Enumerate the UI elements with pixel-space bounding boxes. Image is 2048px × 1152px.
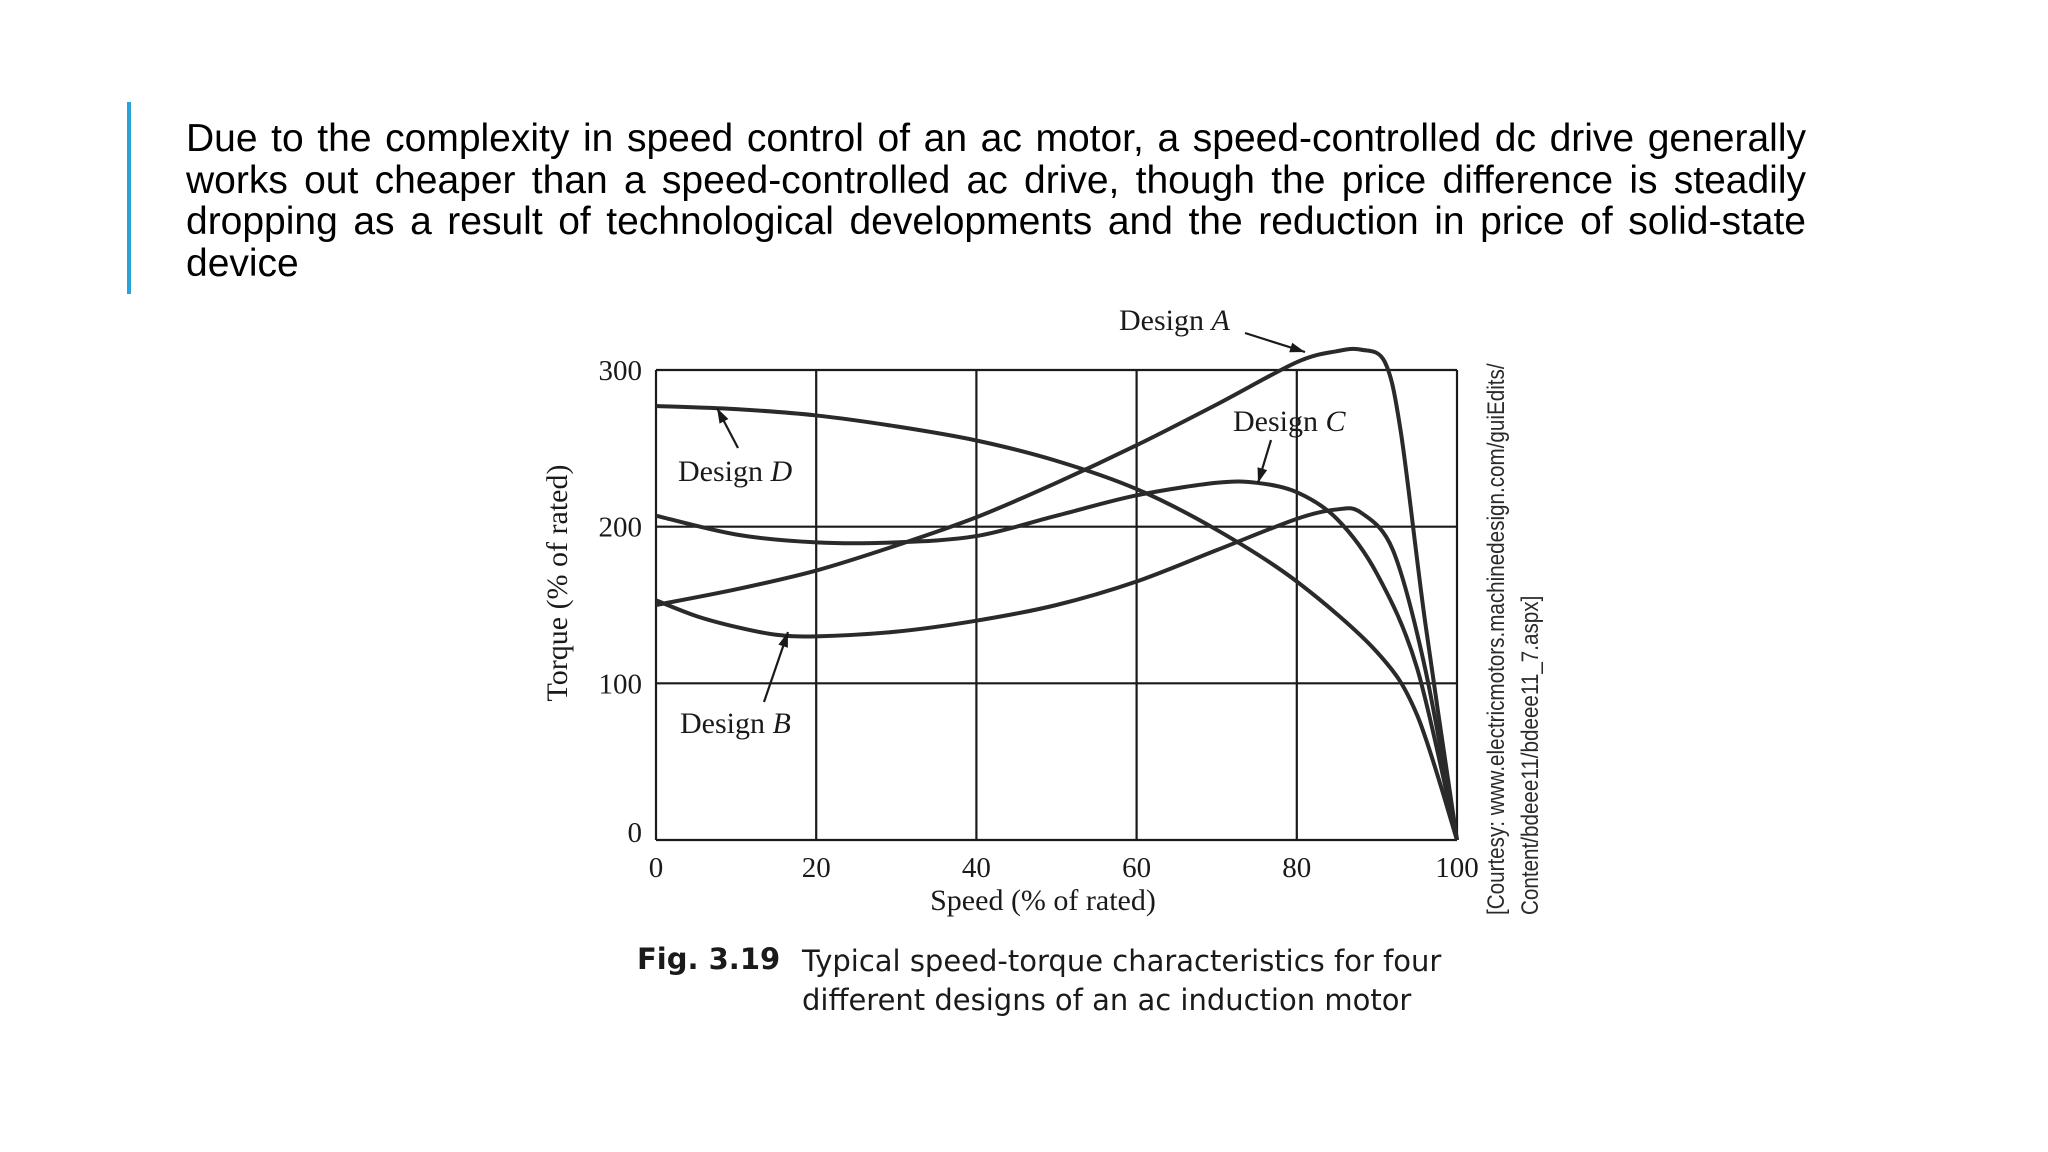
series-line-b [655, 506, 1459, 841]
x-tick-label-100: 100 [1435, 852, 1479, 884]
courtesy-line-2: Content/bdeee11/bdeee11_7.aspx] [1517, 596, 1544, 915]
accent-bar [127, 102, 131, 294]
courtesy-line-1: [Courtesy: www.electricmotors.machinedes… [1483, 363, 1510, 915]
figure-caption: Typical speed-torque characteristics for… [802, 944, 1442, 1017]
x-tick-label-60: 60 [1122, 852, 1151, 884]
x-tick-label-20: 20 [802, 852, 831, 884]
series-arrows [716, 331, 1306, 703]
chart-curves [655, 346, 1459, 841]
x-axis-label: Speed (% of rated) [930, 884, 1156, 917]
chart-ticks: 0 20 40 60 80 100 0 100 200 300 [599, 355, 1479, 884]
x-tick-label-40: 40 [962, 852, 991, 884]
y-tick-label-200: 200 [599, 512, 643, 544]
figure-number: Fig. 3.19 [637, 942, 781, 976]
series-label-d: Design D [678, 455, 793, 488]
x-tick-label-0: 0 [649, 852, 664, 884]
body-paragraph: Due to the complexity in speed control o… [186, 117, 1806, 285]
series-arrowhead-c [1257, 467, 1268, 483]
x-tick-label-80: 80 [1282, 852, 1311, 884]
series-arrowhead-d [717, 408, 729, 424]
series-line-a [655, 346, 1459, 841]
series-label-b: Design B [680, 707, 791, 740]
y-tick-label-0: 0 [628, 817, 643, 849]
y-tick-label-100: 100 [599, 668, 643, 700]
courtesy-credit: [Courtesy: www.electricmotors.machinedes… [1483, 363, 1544, 915]
y-axis-label: Torque (% of rated) [541, 465, 574, 702]
series-label-c: Design C [1233, 405, 1347, 438]
series-label-a: Design A [1119, 304, 1231, 337]
series-labels: Design A Design B Design C Design D [678, 304, 1347, 740]
series-arrowhead-b [778, 632, 788, 648]
series-line-c [655, 479, 1459, 841]
series-line-d [655, 404, 1459, 841]
series-arrowhead-a [1289, 342, 1305, 353]
y-tick-label-300: 300 [599, 355, 643, 387]
